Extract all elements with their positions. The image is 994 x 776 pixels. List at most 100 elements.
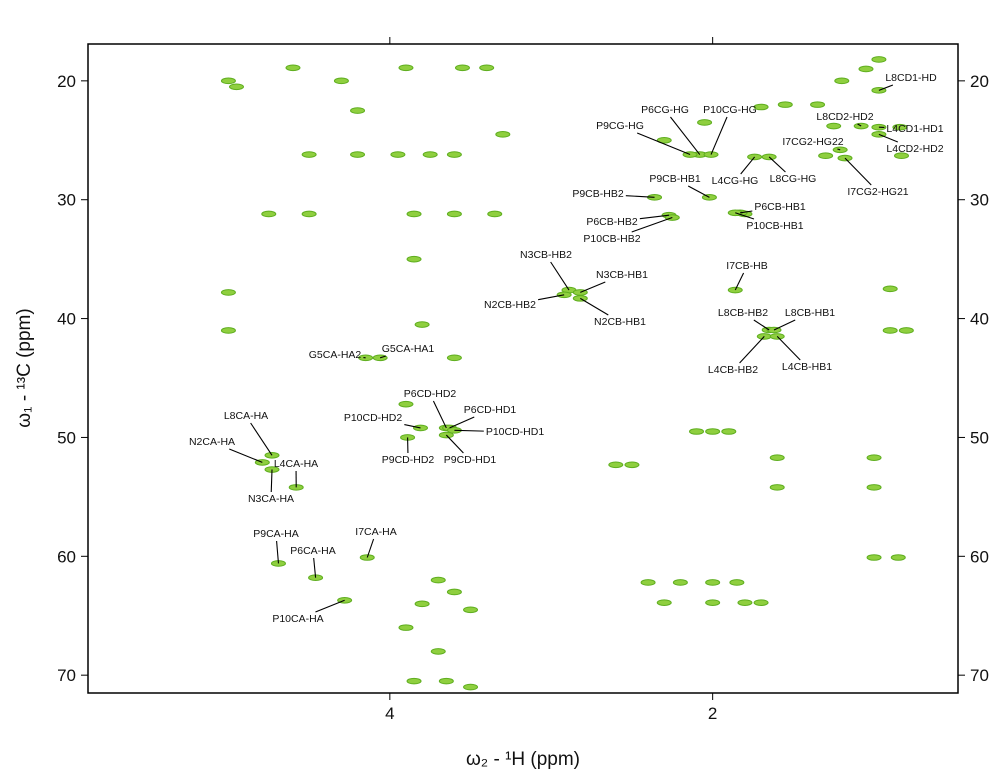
leader-line (432, 400, 447, 429)
leader-line (776, 336, 801, 361)
leader-line (379, 355, 387, 359)
leader-line (270, 469, 273, 493)
peak-label: P6CA-HA (290, 545, 336, 557)
leader-line (631, 217, 673, 233)
leader-line (735, 212, 755, 220)
peak-label: P9CG-HG (596, 120, 644, 132)
leader-line (837, 148, 841, 151)
y-axis-label: ω₁ - ¹³C (ppm) (14, 308, 35, 427)
leader-line (639, 214, 670, 220)
peak (689, 428, 705, 435)
peak (414, 321, 430, 328)
peak (430, 648, 446, 655)
peak-label: P10CB-HB1 (746, 220, 803, 232)
y-tick-label-right: 70 (970, 666, 989, 685)
peak (495, 131, 511, 138)
peak (479, 64, 495, 72)
y-tick-label: 70 (57, 666, 76, 685)
leader-line (734, 272, 745, 291)
peak (463, 606, 479, 614)
leader-line (313, 557, 317, 578)
peak-label: P10CD-HD2 (344, 412, 403, 424)
leader-line (636, 132, 691, 156)
leader-line (878, 84, 894, 91)
peak-label: P9CD-HD2 (382, 454, 435, 466)
peak (350, 107, 366, 114)
y-tick-label: 40 (57, 310, 76, 329)
leader-line (445, 434, 464, 454)
peak-label: P9CA-HA (253, 528, 299, 540)
leader-line (580, 281, 606, 293)
peak (261, 210, 277, 218)
peak (454, 64, 470, 72)
peak (866, 484, 882, 491)
leader-line (625, 195, 655, 198)
peak (882, 285, 898, 293)
peak-label: P10CA-HA (272, 613, 323, 625)
peak (697, 119, 713, 126)
peak-label: N3CA-HA (248, 493, 294, 505)
y-tick-label-right: 60 (970, 547, 989, 566)
peak (729, 579, 745, 586)
peak (446, 151, 462, 158)
y-tick-label-right: 40 (970, 310, 989, 329)
leader-line (773, 319, 796, 331)
peak (892, 123, 908, 131)
leader-line (878, 133, 899, 143)
peak (463, 683, 479, 691)
peak-label: L8CA-HA (224, 410, 268, 422)
x-tick-label: 4 (385, 704, 394, 723)
peak-label: L8CD1-HD (885, 72, 937, 84)
peak-label: P10CB-HB2 (583, 233, 640, 245)
peak-label: I7CB-HB (726, 260, 767, 272)
peak-label: L4CD1-HD1 (886, 123, 943, 135)
assigned-peak (413, 424, 429, 432)
peak-label: N2CB-HB2 (484, 299, 536, 311)
peak (753, 103, 769, 111)
peak (398, 64, 414, 72)
peak-label: P9CB-HB1 (649, 173, 701, 185)
peak (487, 210, 503, 218)
peak-label: I7CA-HA (355, 526, 396, 538)
peak (608, 461, 624, 469)
peak-label: N3CB-HB2 (520, 249, 572, 261)
peak (446, 354, 462, 362)
y-tick-label: 60 (57, 547, 76, 566)
peak (414, 600, 430, 608)
peak (640, 579, 656, 586)
peak-label: L8CG-HG (770, 173, 817, 185)
leader-line (315, 599, 345, 613)
peak-label: N2CA-HA (189, 436, 235, 448)
peak (406, 210, 422, 218)
peak-label: L4CB-HB2 (708, 364, 758, 376)
leader-line (710, 116, 728, 155)
plot-frame (87, 43, 959, 694)
peak (858, 65, 874, 73)
peak (624, 461, 640, 469)
leader-line (768, 156, 786, 173)
peak-label: L8CB-HB2 (718, 307, 768, 319)
peak (301, 151, 317, 158)
peak-label: N3CB-HB1 (596, 269, 648, 281)
peak (737, 599, 753, 606)
y-tick-label-right: 50 (970, 428, 989, 447)
leader-line (276, 540, 280, 564)
peak (333, 77, 349, 85)
peak (220, 327, 236, 334)
leader-line (857, 123, 862, 127)
peak (826, 122, 842, 130)
peak (705, 579, 721, 586)
peak (656, 136, 672, 144)
y-tick-label: 20 (57, 72, 76, 91)
peak-label: P9CB-HB2 (572, 188, 624, 200)
y-tick-label: 30 (57, 191, 76, 210)
peak (721, 428, 737, 435)
leader-line (753, 319, 770, 331)
y-tick-label-right: 30 (970, 191, 989, 210)
peak-label: L8CB-HB1 (785, 307, 835, 319)
peak-label: L8CD2-HD2 (816, 111, 873, 123)
peak (350, 151, 366, 158)
peak-label: P6CB-HB1 (754, 201, 806, 213)
peak (398, 400, 414, 408)
